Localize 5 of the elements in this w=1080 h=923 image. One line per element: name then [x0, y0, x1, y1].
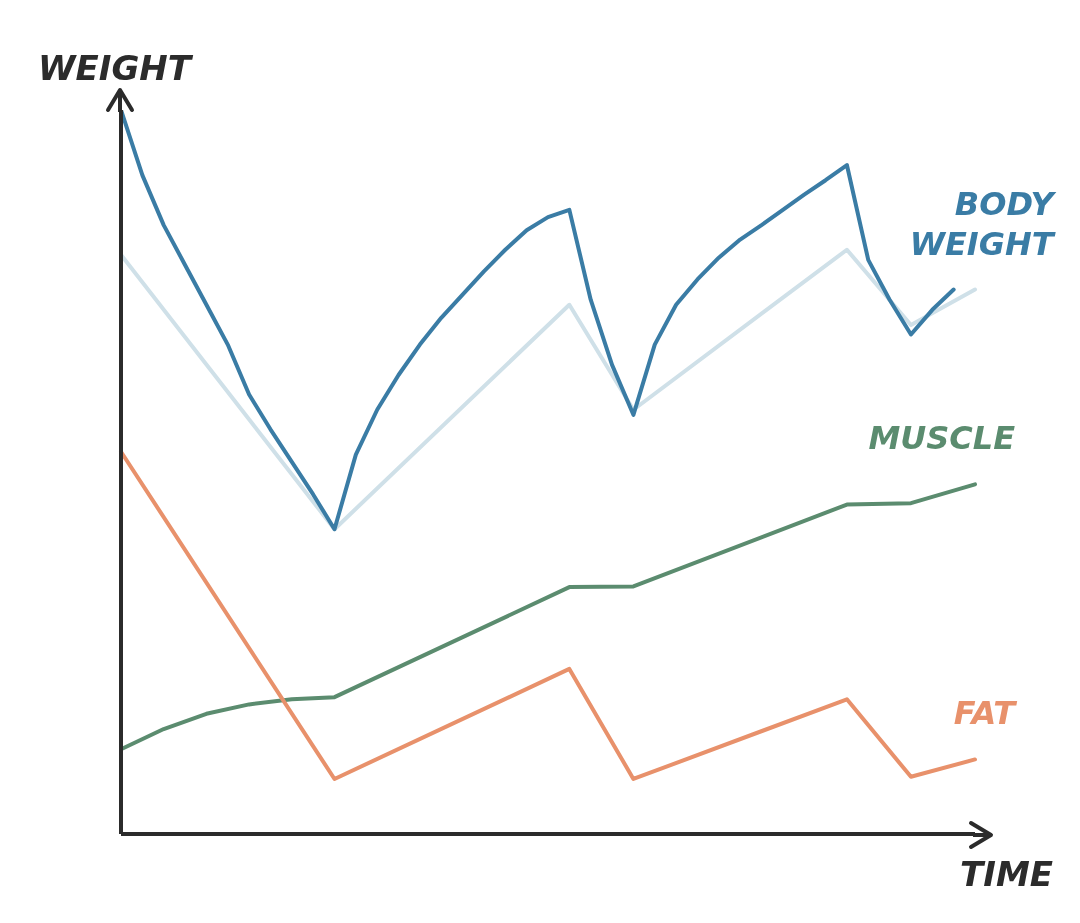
y-axis-title: WEIGHT: [38, 48, 194, 88]
series-label: BODY WEIGHT: [909, 184, 1057, 263]
series-label: MUSCLE: [868, 419, 1016, 458]
series-label: FAT: [953, 694, 1018, 733]
x-axis-title: TIME: [960, 854, 1053, 894]
